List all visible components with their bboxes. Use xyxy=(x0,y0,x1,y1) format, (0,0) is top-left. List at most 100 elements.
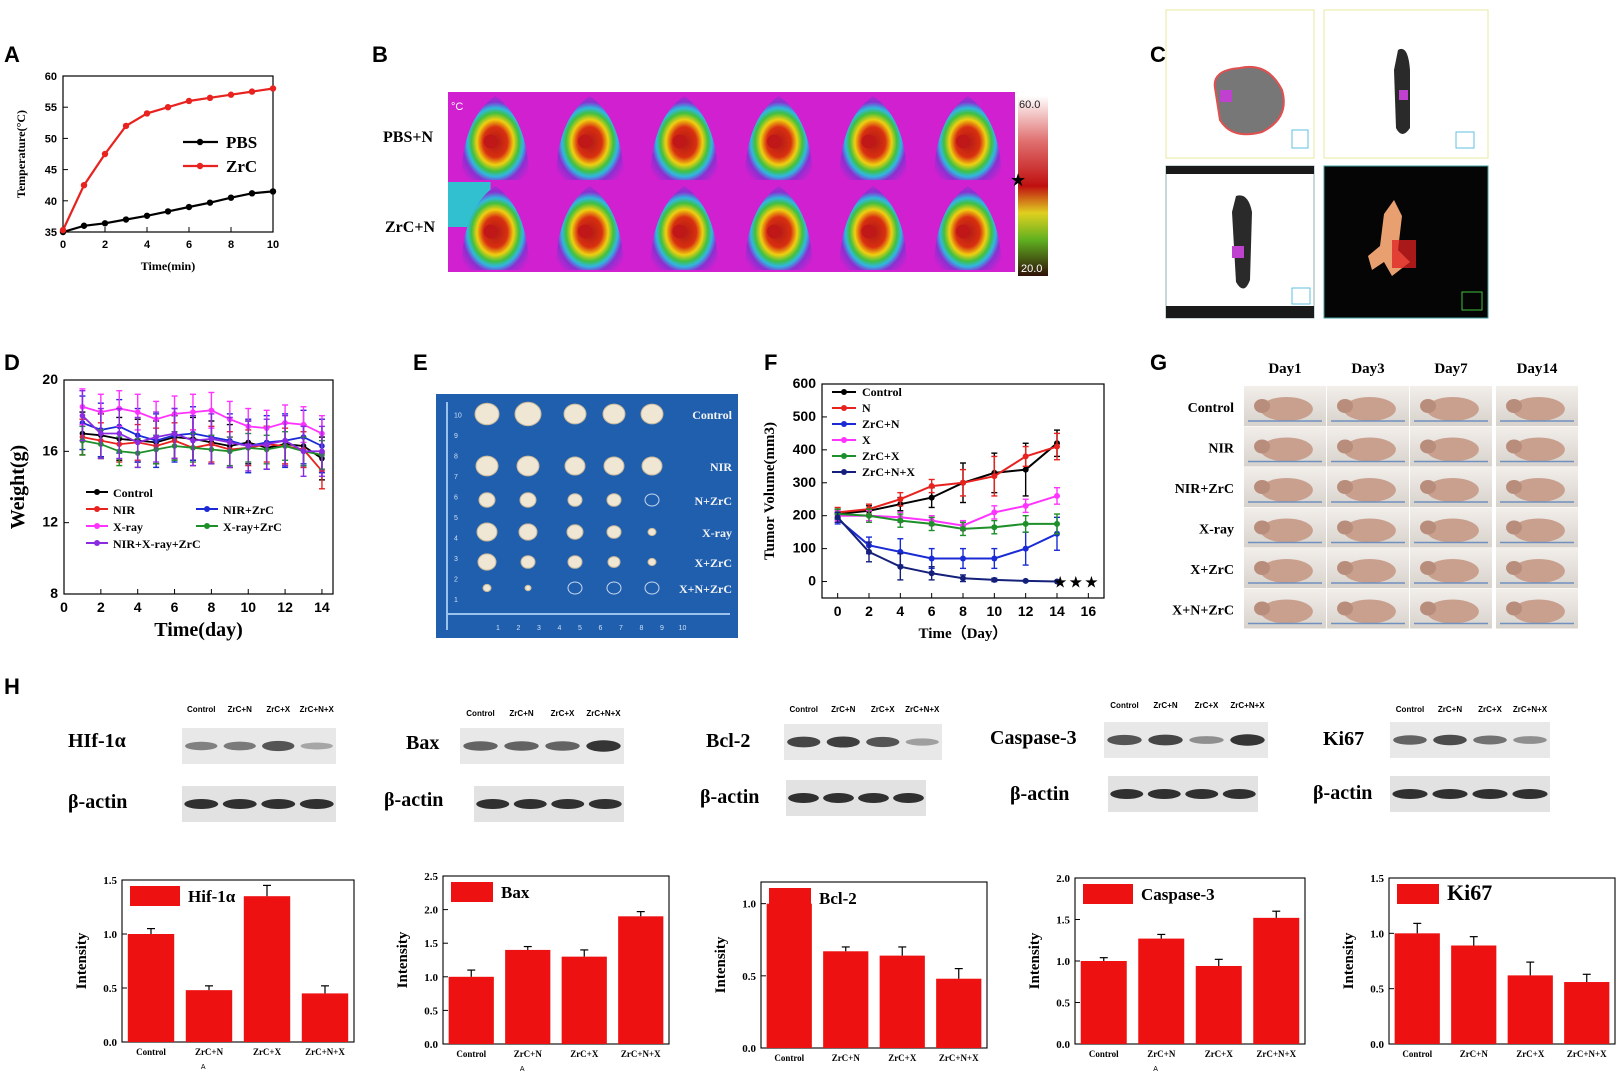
tumor xyxy=(647,527,657,537)
tumor xyxy=(567,555,583,569)
ruler-tick-label: 4 xyxy=(454,536,458,543)
thermal-row-label: PBS+N xyxy=(383,129,433,146)
blot-band-actin xyxy=(1432,789,1468,799)
y-axis-label: Intensity xyxy=(713,936,729,993)
legend-label: Ki67 xyxy=(1447,880,1492,905)
y-tick-label: 0 xyxy=(808,573,816,589)
data-point xyxy=(960,575,966,582)
axis-indicator-icon xyxy=(1455,131,1475,149)
thermal-tumor xyxy=(672,224,687,239)
ct-mouse-coronal xyxy=(1232,195,1252,289)
bar xyxy=(1394,933,1440,1044)
data-point xyxy=(101,220,109,227)
legend-label: PBS xyxy=(226,133,257,152)
blot-band xyxy=(1473,735,1507,745)
bar xyxy=(1564,982,1610,1044)
ruler-tick-label: 3 xyxy=(537,625,541,632)
data-point xyxy=(1022,520,1029,527)
tumor-photo-background xyxy=(436,394,738,638)
mouse-body xyxy=(1426,478,1479,502)
bar xyxy=(936,978,982,1048)
y-tick-label: 1.5 xyxy=(103,875,117,887)
thermal-tumor xyxy=(956,224,971,239)
data-point xyxy=(897,517,904,524)
x-tick-label: 10 xyxy=(267,239,279,251)
x-tick-label: Control xyxy=(1089,1049,1119,1059)
y-tick-label: 1.0 xyxy=(742,899,756,911)
mouse-head xyxy=(1420,439,1437,454)
significance-star-icon: ★ xyxy=(1084,575,1098,592)
mouse-body xyxy=(1426,559,1479,583)
legend-marker xyxy=(841,437,847,443)
x-tick-label: 4 xyxy=(896,603,904,619)
mouse-head xyxy=(1254,520,1271,535)
thermal-row-label: ZrC+N xyxy=(385,219,435,236)
y-tick-label: 0.5 xyxy=(103,983,117,995)
ruler-tick-label: 1 xyxy=(496,625,500,632)
mouse-body xyxy=(1426,437,1479,462)
data-point xyxy=(143,110,151,117)
data-point xyxy=(164,104,172,111)
y-tick-label: 1.5 xyxy=(424,938,438,950)
data-point xyxy=(1022,453,1029,460)
panel-label-b: B xyxy=(372,42,388,67)
y-tick-label: 20 xyxy=(42,371,58,387)
star-icon: ★ xyxy=(1010,170,1026,190)
bar xyxy=(618,916,664,1044)
legend-swatch xyxy=(769,888,811,908)
blot-band-actin xyxy=(588,799,622,809)
blot-band-actin xyxy=(1512,789,1548,799)
ruler-tick-label: 1 xyxy=(454,597,458,604)
mouse-head xyxy=(1506,561,1523,575)
mouse-body xyxy=(1512,478,1565,502)
data-point xyxy=(248,88,256,95)
plot-frame xyxy=(62,75,274,233)
legend-marker xyxy=(196,138,204,146)
western-blot-HIf-1α: HIf-1α β-actin Control ZrC+N ZrC+X ZrC+N+X xyxy=(68,705,336,822)
blot-lane-label: Control xyxy=(187,705,215,714)
data-point xyxy=(282,437,288,444)
tumor xyxy=(524,584,532,592)
tumor xyxy=(607,556,621,568)
blot-lane-label: Control xyxy=(1396,705,1424,714)
mouse-body xyxy=(1260,559,1313,583)
blot-band-actin xyxy=(261,799,296,809)
empty-tumor-slot xyxy=(644,581,660,595)
blot-protein-label: HIf-1α xyxy=(68,730,126,752)
data-point xyxy=(206,94,214,102)
x-tick-label: 2 xyxy=(865,603,873,619)
x-tick-label: 10 xyxy=(240,599,256,615)
x-tick-label: 0 xyxy=(60,239,66,251)
x-tick-label: 2 xyxy=(97,599,105,615)
data-point xyxy=(1054,443,1060,450)
x-tick-label: ZrC+N xyxy=(1460,1049,1489,1059)
bar xyxy=(448,976,494,1044)
x-tick-label: ZrC+X xyxy=(253,1047,282,1057)
y-tick-label: 0.0 xyxy=(1056,1039,1070,1051)
y-axis-label: Intensity xyxy=(1027,932,1043,989)
data-point xyxy=(190,437,196,444)
legend-marker xyxy=(841,421,847,427)
legend-label: NIR+ZrC xyxy=(223,503,274,517)
mouse-head xyxy=(1420,601,1437,616)
blot-band-actin xyxy=(893,793,924,803)
significance-star-icon: ★ xyxy=(1069,575,1083,592)
data-point xyxy=(122,122,130,130)
blot-band-actin xyxy=(551,799,585,809)
tumor xyxy=(520,555,536,569)
data-point xyxy=(866,548,872,555)
x-tick-label: 0 xyxy=(60,599,68,615)
bar-chart-Bcl-2: 0.0 0.5 1.0 Control ZrC+N ZrC+X ZrC+N+X Intensi… xyxy=(713,881,988,1063)
footnote-label: A xyxy=(201,1064,206,1071)
data-point xyxy=(897,496,904,503)
panel-c-imaging xyxy=(1165,9,1489,319)
footnote-label: A xyxy=(1153,1066,1158,1073)
tumor-row-label: X-ray xyxy=(702,526,732,540)
tumor xyxy=(482,583,492,593)
tumor xyxy=(516,455,540,477)
blot-band xyxy=(1148,734,1183,746)
tumor xyxy=(514,401,542,427)
y-tick-label: 60 xyxy=(45,71,57,83)
